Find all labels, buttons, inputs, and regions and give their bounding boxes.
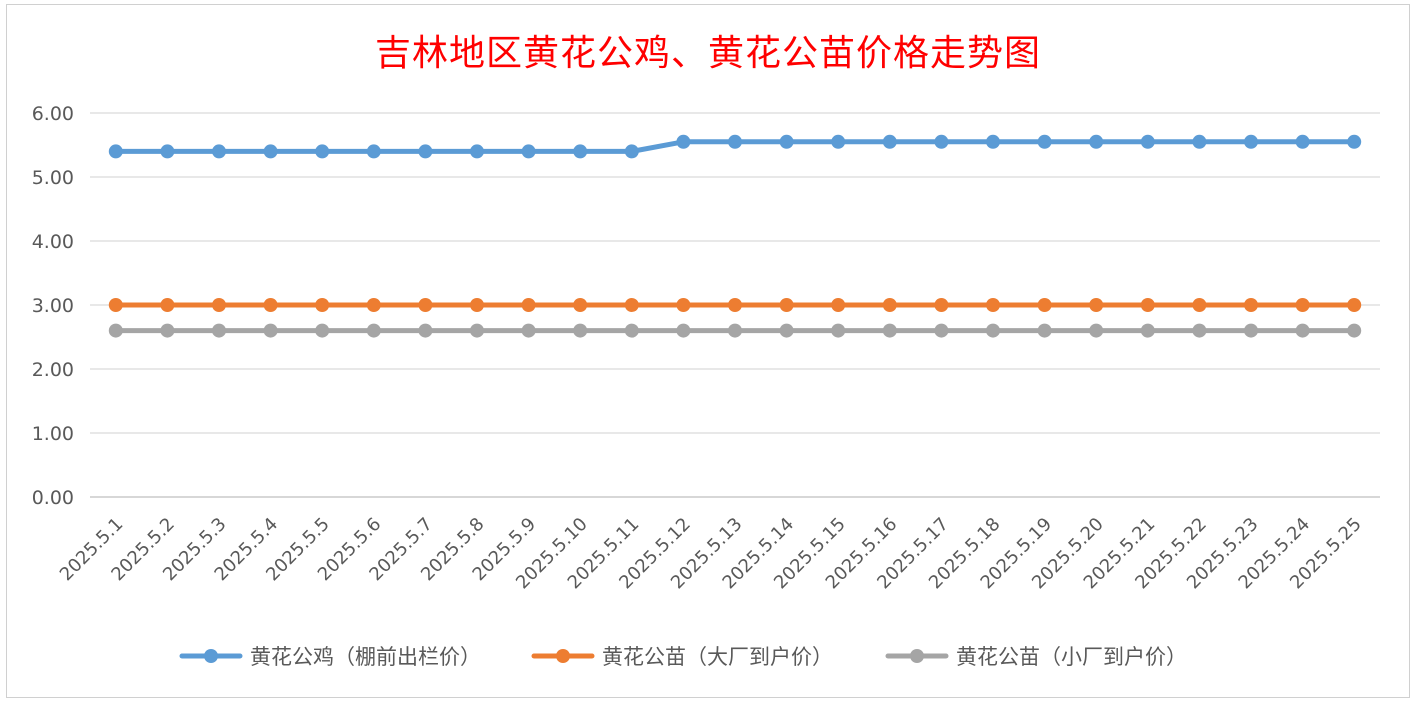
data-point (470, 298, 484, 312)
data-point (728, 298, 742, 312)
data-point (212, 298, 226, 312)
legend-swatch-marker (556, 649, 570, 663)
data-point (366, 298, 381, 312)
data-point (1140, 134, 1155, 149)
chart-area (6, 4, 1410, 698)
data-point (882, 134, 897, 149)
data-point (779, 134, 794, 149)
data-point (831, 323, 846, 338)
data-point (1192, 134, 1207, 149)
data-point (1295, 323, 1310, 338)
data-point (934, 323, 949, 338)
data-point (263, 298, 278, 312)
data-point (315, 323, 330, 338)
data-point (418, 298, 433, 312)
data-point (1140, 323, 1155, 338)
legend-entry: 黄花公苗（小厂到户价） (956, 645, 1187, 669)
chart-title: 吉林地区黄花公鸡、黄花公苗价格走势图 (374, 33, 1041, 74)
data-point (1244, 134, 1258, 149)
legend-entry: 黄花公鸡（棚前出栏价） (250, 645, 481, 669)
data-point (986, 134, 1000, 149)
data-point (1192, 298, 1207, 312)
data-point (1037, 298, 1052, 312)
data-point (108, 298, 123, 312)
data-point (1295, 134, 1310, 149)
data-point (986, 323, 1000, 338)
y-tick-label: 0.00 (32, 487, 74, 509)
data-point (728, 323, 742, 338)
data-point (934, 134, 949, 149)
data-point (1244, 323, 1258, 338)
data-point (1037, 323, 1052, 338)
data-point (521, 323, 536, 338)
data-point (882, 298, 897, 312)
y-tick-label: 2.00 (32, 359, 74, 381)
data-point (1089, 298, 1104, 312)
data-point (1347, 323, 1362, 338)
data-point (315, 298, 330, 312)
data-point (470, 323, 484, 338)
data-point (831, 298, 846, 312)
data-point (521, 144, 536, 159)
data-point (779, 323, 794, 338)
data-point (263, 144, 278, 159)
data-point (418, 323, 433, 338)
data-point (624, 323, 639, 338)
data-point (160, 298, 175, 312)
data-point (212, 323, 226, 338)
y-tick-label: 5.00 (32, 167, 74, 189)
legend-swatch-marker (204, 649, 218, 663)
data-point (1192, 323, 1207, 338)
data-point (1244, 298, 1258, 312)
data-point (108, 144, 123, 159)
data-point (573, 323, 588, 338)
data-point (676, 298, 691, 312)
data-point (108, 323, 123, 338)
data-point (1089, 323, 1104, 338)
y-tick-label: 3.00 (32, 295, 74, 317)
data-point (986, 298, 1000, 312)
data-point (160, 323, 175, 338)
data-point (366, 323, 381, 338)
data-point (573, 144, 588, 159)
data-point (573, 298, 588, 312)
data-point (779, 298, 794, 312)
legend-swatch-marker (910, 649, 924, 663)
data-point (1295, 298, 1310, 312)
data-point (212, 144, 226, 159)
data-point (624, 144, 639, 159)
data-point (1140, 298, 1155, 312)
data-point (882, 323, 897, 338)
y-tick-label: 1.00 (32, 423, 74, 445)
y-tick-label: 6.00 (32, 103, 74, 125)
data-point (366, 144, 381, 159)
data-point (521, 298, 536, 312)
data-point (263, 323, 278, 338)
data-point (418, 144, 433, 159)
data-point (676, 134, 691, 149)
data-point (624, 298, 639, 312)
data-point (676, 323, 691, 338)
data-point (728, 134, 742, 149)
data-point (1347, 298, 1362, 312)
data-point (1347, 134, 1362, 149)
legend-entry: 黄花公苗（大厂到户价） (602, 645, 833, 669)
data-point (1037, 134, 1052, 149)
y-tick-label: 4.00 (32, 231, 74, 253)
data-point (160, 144, 175, 159)
data-point (1089, 134, 1104, 149)
data-point (315, 144, 330, 159)
data-point (470, 144, 484, 159)
data-point (831, 134, 846, 149)
data-point (934, 298, 949, 312)
